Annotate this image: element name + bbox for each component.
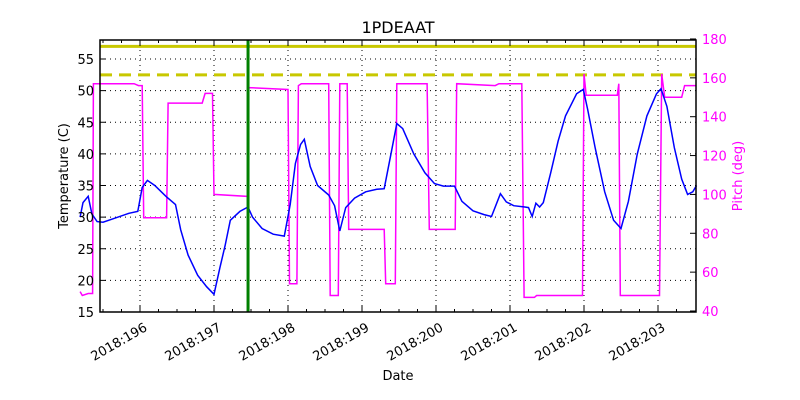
x-axis-ticks: 2018:196 2018:197 2018:198 2018:199 2018:200… (89, 40, 677, 365)
x-tick-label: 2018:198 (237, 320, 298, 364)
temperature-series (79, 87, 698, 296)
x-axis-label: Date (382, 369, 413, 384)
x-tick-label: 2018:201 (459, 320, 520, 364)
y2-tick-label: 180 (702, 33, 727, 48)
y-tick-label: 35 (77, 180, 94, 195)
x-tick-label: 2018:199 (311, 320, 372, 364)
grid-lines (100, 40, 696, 313)
y2-tick-label: 160 (702, 72, 727, 87)
y2-axis-ticks: 40 60 80 100 120 140 160 180 (690, 33, 727, 320)
x-tick-label: 2018:202 (533, 320, 594, 364)
x-tick-label: 2018:196 (89, 320, 150, 364)
y2-tick-label: 40 (702, 305, 719, 320)
chart-title: 1PDEAAT (361, 18, 434, 37)
y-tick-label: 45 (77, 116, 94, 131)
pitch-series (79, 73, 697, 299)
y2-tick-label: 100 (702, 188, 727, 203)
y-axis-label: Temperature (C) (57, 123, 72, 230)
y-tick-label: 20 (77, 274, 94, 289)
y-tick-label: 25 (77, 243, 94, 258)
y2-tick-label: 80 (702, 227, 719, 242)
y-tick-label: 55 (77, 53, 94, 68)
y2-tick-label: 120 (702, 150, 727, 165)
y2-tick-label: 140 (702, 111, 727, 126)
y-tick-label: 40 (77, 148, 94, 163)
x-tick-label: 2018:200 (385, 320, 446, 364)
plot-frame (99, 39, 697, 313)
y-tick-label: 15 (77, 306, 94, 321)
y-tick-label: 30 (77, 211, 94, 226)
y2-axis-label: Pitch (deg) (731, 141, 746, 211)
x-tick-label: 2018:197 (163, 320, 224, 364)
y-tick-label: 50 (77, 85, 94, 100)
y-axis-ticks: 15 20 25 30 35 40 45 50 55 (77, 53, 106, 321)
y2-tick-label: 60 (702, 266, 719, 281)
x-tick-label: 2018:203 (607, 320, 668, 364)
